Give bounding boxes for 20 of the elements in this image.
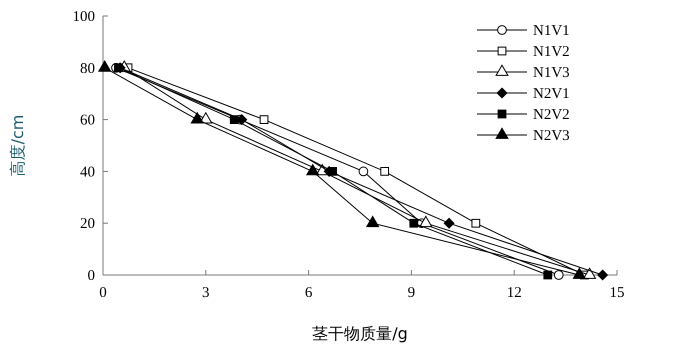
y-axis-title: 高度/cm — [8, 114, 27, 176]
y-tick-label: 100 — [72, 9, 95, 25]
x-axis-title: 茎干物质量/g — [312, 324, 408, 343]
x-tick-label: 9 — [408, 285, 416, 301]
x-tick-label: 6 — [304, 285, 313, 301]
legend-label: N1V1 — [533, 23, 570, 39]
x-tick-label: 3 — [202, 285, 210, 301]
y-tick-label: 60 — [80, 112, 95, 129]
x-tick-label: 0 — [99, 285, 107, 301]
y-tick-label: 20 — [80, 216, 95, 232]
legend-label: N2V2 — [533, 107, 570, 123]
legend-label: N1V3 — [533, 65, 570, 81]
x-tick-label: 15 — [610, 285, 624, 301]
legend-label: N2V3 — [533, 128, 570, 144]
y-tick-label: 0 — [88, 268, 95, 284]
y-tick-label: 40 — [80, 164, 95, 180]
y-tick-label: 80 — [80, 60, 95, 77]
legend-label: N2V1 — [533, 86, 570, 102]
legend-label: N1V2 — [533, 44, 570, 60]
x-tick-label: 12 — [506, 285, 522, 301]
